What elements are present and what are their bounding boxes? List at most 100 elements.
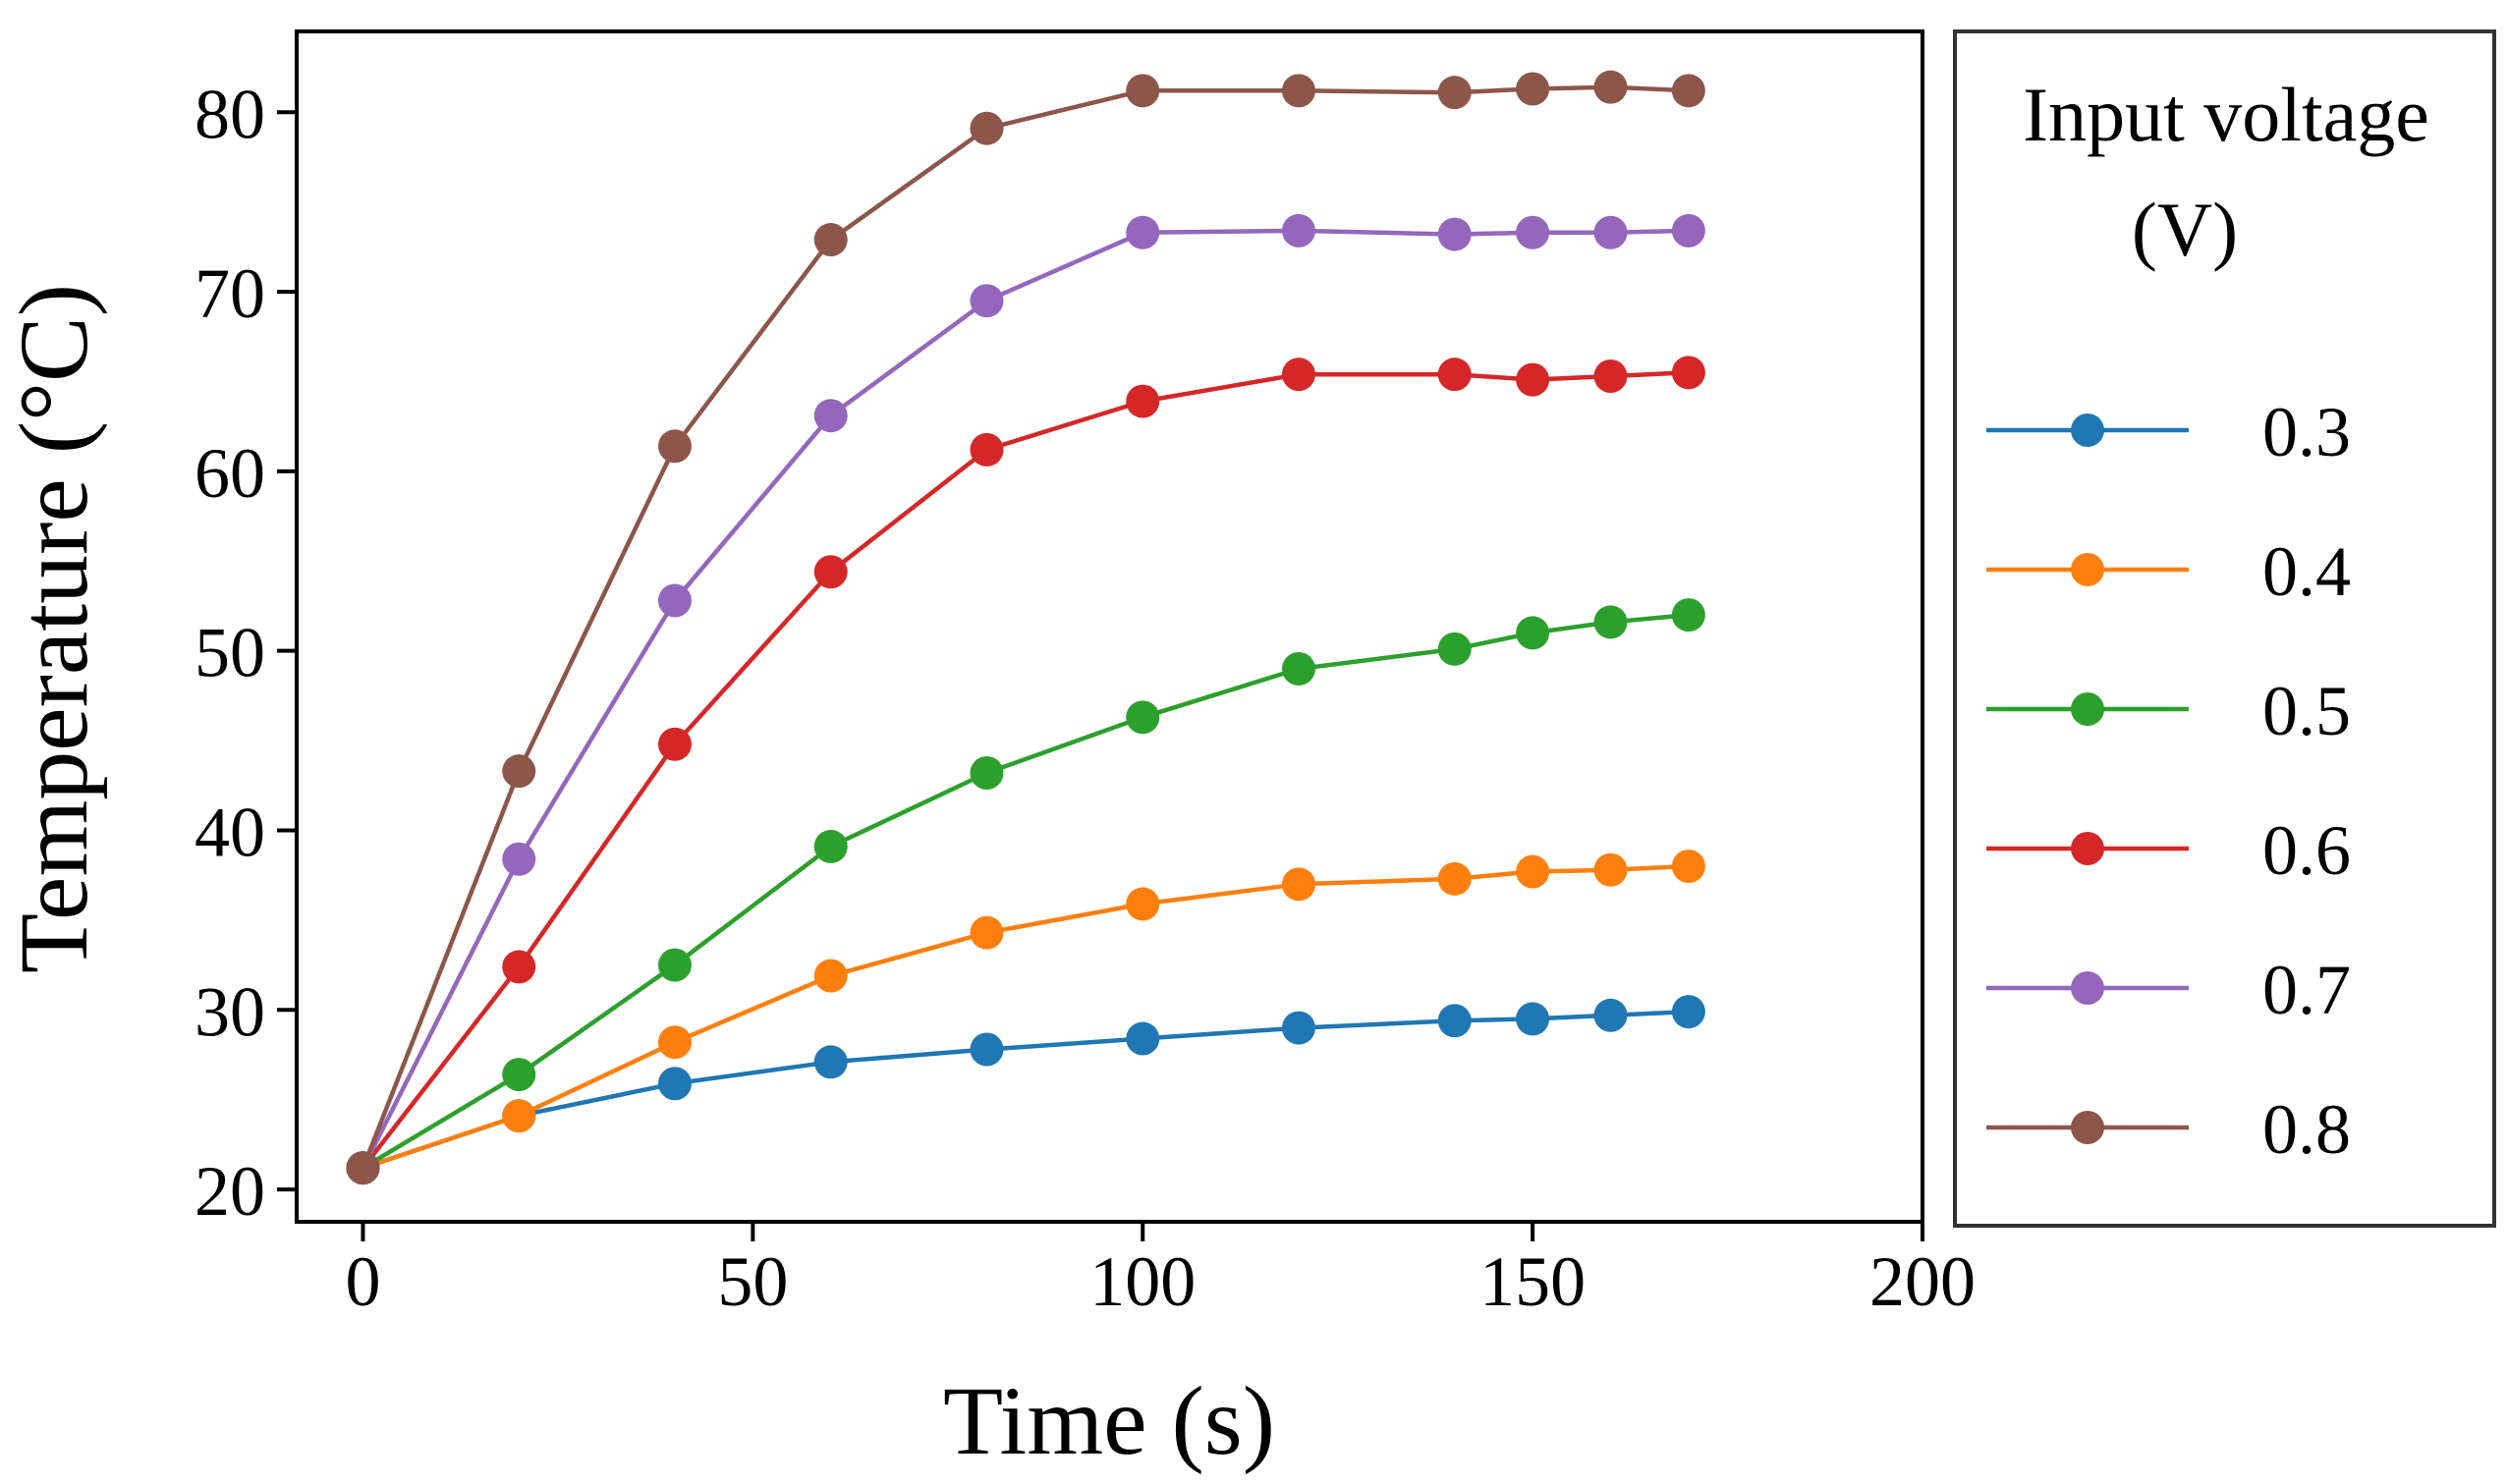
data-point: [1281, 74, 1315, 108]
data-point: [502, 1058, 536, 1092]
legend-marker: [2071, 971, 2104, 1005]
legend-box: [1953, 29, 2496, 1228]
data-point: [970, 111, 1004, 145]
legend-label: 0.8: [2262, 1090, 2351, 1169]
data-point: [1281, 213, 1315, 247]
series-0.3: [346, 995, 1705, 1185]
series-0.8: [346, 70, 1705, 1185]
legend-label: 0.4: [2262, 532, 2351, 611]
x-tick-label: 100: [1089, 1242, 1196, 1321]
data-point: [1126, 1021, 1160, 1056]
data-point: [1593, 70, 1628, 104]
data-point: [970, 755, 1004, 790]
x-tick-label: 0: [345, 1242, 380, 1321]
data-point: [502, 842, 536, 876]
data-point: [1516, 1002, 1550, 1036]
data-point: [1126, 887, 1160, 921]
legend-entry: 0.5: [1986, 672, 2351, 750]
legend-entry: 0.3: [1986, 393, 2351, 471]
data-point: [1671, 850, 1705, 884]
legend: Input voltage (V) 0.3 0.4 0.5 0.6 0.7 0.8: [1953, 29, 2496, 1228]
data-point: [1437, 861, 1472, 896]
data-point: [970, 1032, 1004, 1067]
series-layer: [346, 70, 1705, 1185]
data-point: [1516, 854, 1550, 889]
data-point: [1281, 1011, 1315, 1045]
legend-title: Input voltage: [2023, 72, 2429, 157]
legend-entries: 0.3 0.4 0.5 0.6 0.7 0.8: [1986, 393, 2351, 1169]
data-point: [1437, 1004, 1472, 1038]
legend-marker: [2071, 553, 2104, 586]
data-point: [1671, 74, 1705, 108]
data-point: [1126, 215, 1160, 249]
data-point: [970, 915, 1004, 950]
data-point: [657, 429, 692, 464]
series-line: [362, 612, 1690, 1171]
y-axis: 20 30 40 50 60 70 80: [195, 75, 297, 1231]
data-point: [1281, 651, 1315, 686]
data-point: [970, 432, 1004, 467]
y-tick-label: 30: [195, 972, 265, 1051]
legend-label: 0.5: [2262, 672, 2351, 750]
series-0.5: [346, 598, 1705, 1185]
data-point: [813, 555, 848, 589]
data-point: [1671, 356, 1705, 390]
series-line: [361, 84, 1690, 1170]
data-point: [1671, 598, 1705, 632]
x-tick-label: 50: [717, 1242, 788, 1321]
data-point: [1437, 76, 1472, 110]
data-point: [1516, 72, 1550, 106]
data-point: [502, 1099, 536, 1133]
data-point: [657, 583, 692, 618]
y-tick-label: 60: [195, 434, 265, 513]
series-0.6: [346, 356, 1705, 1185]
data-point: [1281, 357, 1315, 392]
legend-title-unit: (V): [2132, 187, 2238, 272]
x-axis: 0 50 100 150 200: [345, 1222, 1976, 1321]
series-line: [361, 228, 1689, 1170]
data-point: [813, 829, 848, 863]
legend-entry: 0.6: [1986, 811, 2351, 890]
series-line: [362, 1009, 1690, 1171]
series-0.7: [346, 213, 1705, 1185]
legend-marker: [2071, 832, 2104, 865]
legend-entry: 0.7: [1986, 951, 2351, 1029]
x-tick-label: 150: [1479, 1242, 1586, 1321]
data-point: [1593, 852, 1628, 887]
data-point: [346, 1151, 380, 1185]
data-point: [657, 727, 692, 761]
data-point: [813, 399, 848, 433]
data-point: [1437, 217, 1472, 251]
data-point: [1126, 384, 1160, 418]
data-point: [1671, 213, 1705, 247]
legend-marker: [2071, 692, 2104, 726]
data-point: [1593, 998, 1628, 1032]
legend-entry: 0.8: [1986, 1090, 2351, 1169]
data-point: [657, 948, 692, 982]
data-point: [813, 959, 848, 993]
data-point: [1516, 362, 1550, 397]
legend-marker: [2071, 413, 2104, 447]
legend-entry: 0.4: [1986, 532, 2351, 611]
y-tick-label: 80: [195, 75, 265, 153]
data-point: [1437, 357, 1472, 392]
x-tick-label: 200: [1869, 1242, 1976, 1321]
y-axis-label: Temperature (°C): [0, 284, 108, 973]
data-point: [970, 284, 1004, 318]
legend-label: 0.6: [2262, 811, 2351, 890]
legend-label: 0.7: [2262, 951, 2351, 1029]
data-point: [1593, 605, 1628, 639]
y-tick-label: 20: [195, 1152, 265, 1231]
series-0.4: [346, 850, 1705, 1185]
data-point: [1671, 995, 1705, 1029]
y-tick-label: 40: [195, 793, 265, 871]
data-point: [1593, 358, 1628, 393]
data-point: [1126, 74, 1160, 108]
y-tick-label: 70: [195, 254, 265, 333]
y-tick-label: 50: [195, 614, 265, 692]
data-point: [657, 1025, 692, 1060]
data-point: [1437, 632, 1472, 666]
legend-marker: [2071, 1111, 2104, 1144]
